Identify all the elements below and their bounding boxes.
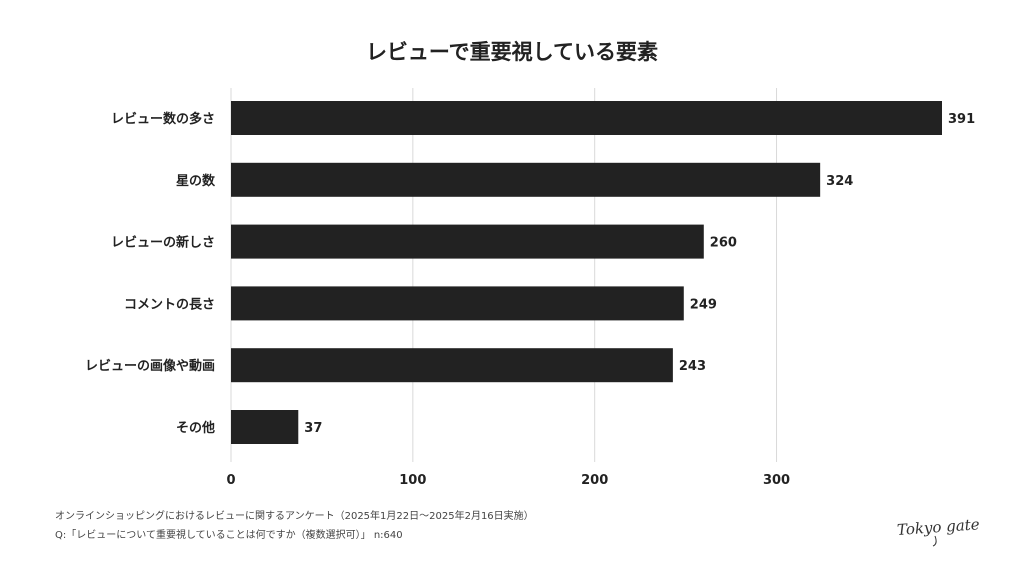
x-tick-label: 300: [763, 473, 790, 488]
question-footnote: Q:「レビューについて重要視していることは何ですか（複数選択可）」 n:640: [55, 530, 403, 541]
value-label: 243: [679, 359, 706, 374]
bar: [231, 348, 673, 383]
chart-title: レビューで重要視している要素: [365, 40, 659, 64]
survey-footnote: オンラインショッピングにおけるレビューに関するアンケート（2025年1月22日〜…: [55, 511, 534, 522]
x-tick-label: 0: [226, 473, 235, 488]
category-label: レビューの新しさ: [111, 235, 215, 251]
value-label: 260: [710, 236, 737, 251]
category-label: レビュー数の多さ: [111, 111, 215, 127]
logo-text: Tokyo gate: [896, 515, 980, 539]
bars: [231, 101, 942, 444]
tokyo-gate-logo-icon: Tokyo gate: [896, 515, 980, 547]
value-label: 37: [304, 421, 322, 436]
x-tick-label: 100: [399, 473, 426, 488]
value-label: 324: [826, 174, 853, 189]
category-label: 星の数: [176, 173, 216, 189]
category-label: レビューの画像や動画: [85, 358, 215, 374]
value-label: 249: [690, 297, 717, 312]
grid-lines: [230, 88, 778, 462]
bar: [231, 410, 299, 444]
category-label: コメントの長さ: [124, 297, 215, 312]
x-axis-ticks: 0 100 200 300: [226, 473, 790, 488]
bar: [231, 162, 821, 197]
category-label: その他: [176, 420, 215, 436]
bar: [231, 224, 704, 259]
value-label: 391: [948, 112, 975, 127]
value-labels: 391 324 260 249 243 37: [304, 112, 975, 436]
bar: [231, 286, 684, 321]
x-tick-label: 200: [581, 473, 608, 488]
bar: [231, 101, 942, 135]
bar-chart: レビュー数の多さ星の数レビューの新しさコメントの長さレビューの画像や動画その他 …: [85, 88, 975, 488]
